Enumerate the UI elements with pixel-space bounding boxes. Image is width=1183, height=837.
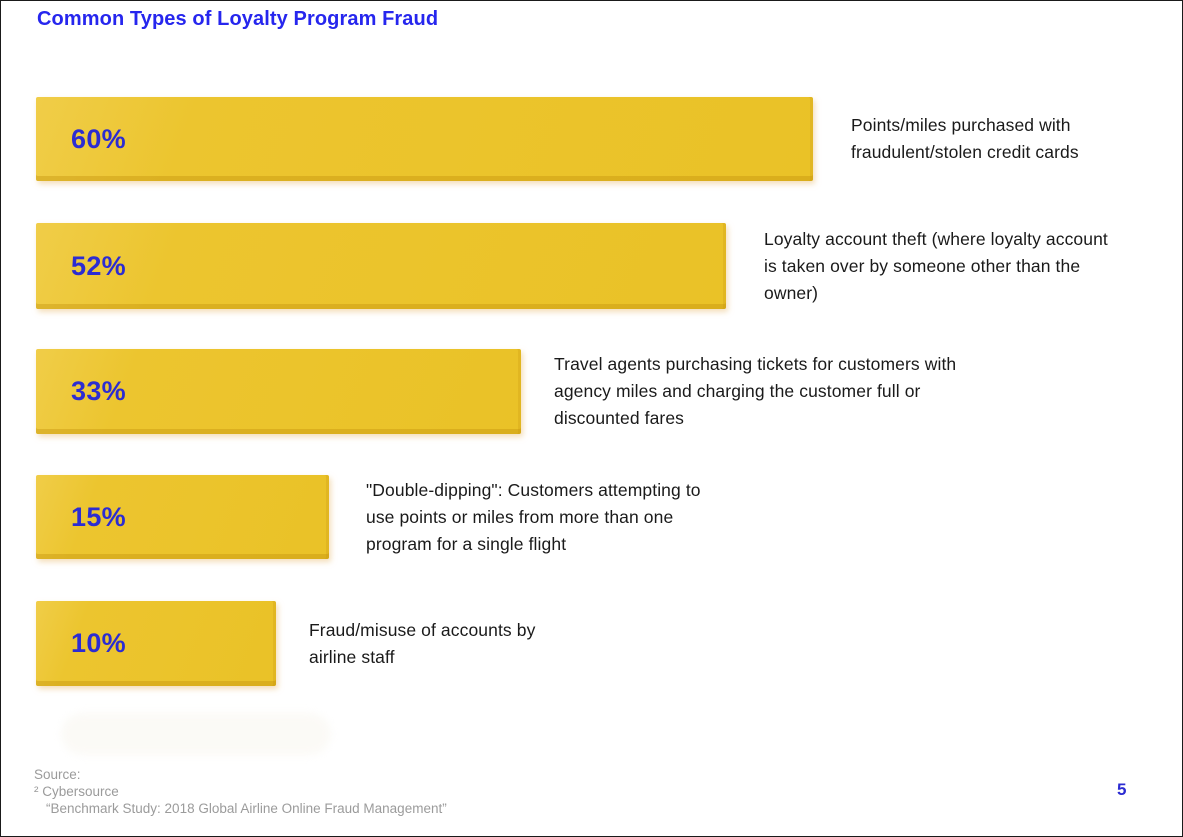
bar-value-label: 10% <box>71 628 126 658</box>
bar-category-label: Loyalty account theft (where loyalty acc… <box>764 223 1114 309</box>
bar-value-label: 60% <box>71 123 126 154</box>
bar-category-text: Travel agents purchasing tickets for cus… <box>554 354 957 428</box>
bar-category-text: Fraud/misuse of accounts by airline staf… <box>309 619 536 667</box>
bar-category-label: Points/miles purchased with fraudulent/s… <box>851 97 1121 181</box>
bar-category-text: Loyalty account theft (where loyalty acc… <box>764 228 1108 303</box>
source-name: ² Cybersource <box>34 784 119 799</box>
faint-ghost-shape <box>61 713 331 755</box>
bar-value-label: 52% <box>71 250 126 281</box>
source-label: Source: <box>34 767 81 782</box>
bar-category-label: "Double-dipping": Customers attempting t… <box>366 475 731 559</box>
bar-category-text: "Double-dipping": Customers attempting t… <box>366 479 701 554</box>
bar-double-dipping: 15% <box>36 475 329 559</box>
bar-fraud-misuse-staff: 10% <box>36 601 276 686</box>
bar-category-label: Travel agents purchasing tickets for cus… <box>554 349 979 434</box>
page-number: 5 <box>1117 780 1127 799</box>
bar-loyalty-account-theft: 52% <box>36 223 726 309</box>
source-note: Source: ² Cybersource “Benchmark Study: … <box>34 766 447 817</box>
bar-value-label: 15% <box>71 501 126 532</box>
source-study-title: “Benchmark Study: 2018 Global Airline On… <box>46 801 447 816</box>
bar-category-text: Points/miles purchased with fraudulent/s… <box>851 115 1079 162</box>
bar-category-label: Fraud/misuse of accounts by airline staf… <box>309 601 544 686</box>
bar-travel-agents: 33% <box>36 349 521 434</box>
bar-value-label: 33% <box>71 376 126 406</box>
page-title: Common Types of Loyalty Program Fraud <box>37 8 439 30</box>
bar-points-miles-purchased: 60% <box>36 97 813 181</box>
